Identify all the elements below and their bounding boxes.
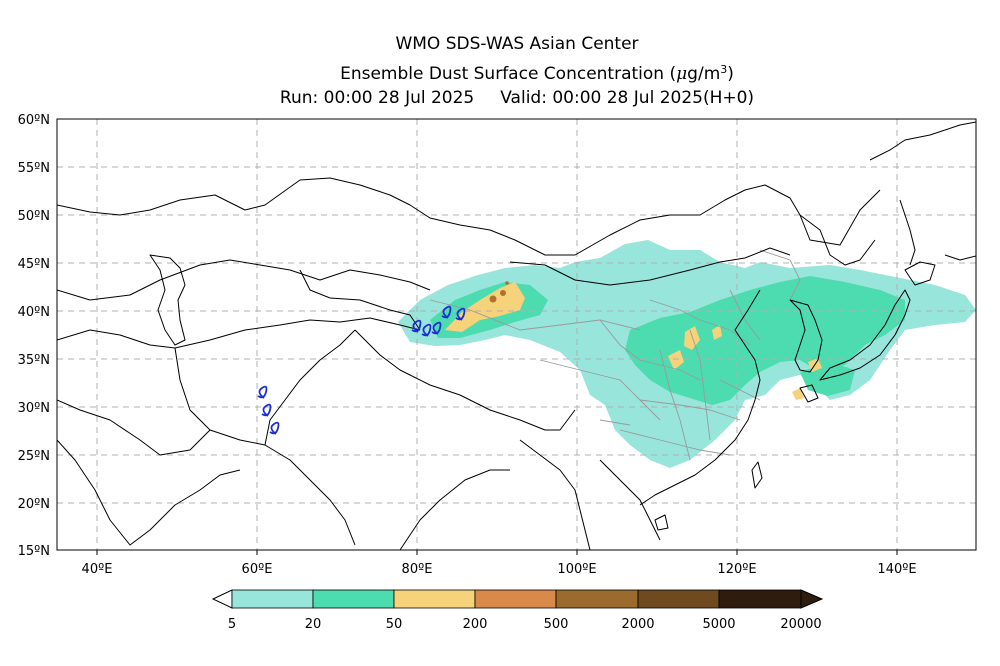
- lat-axis-labels: 60ºN 55ºN 50ºN 45ºN 40ºN 35ºN 30ºN 25ºN …: [18, 113, 50, 559]
- color-legend: 5 20 50 200 500 2000 5000 20000: [211, 589, 824, 632]
- legend-label: 5000: [702, 617, 735, 632]
- subtitle-suffix: ): [727, 64, 734, 84]
- chart-title: WMO SDS-WAS Asian Center: [17, 34, 1000, 54]
- legend-label: 20: [305, 617, 322, 632]
- legend-bin-500-2000: [555, 589, 639, 609]
- legend-bin-200-500: [474, 589, 557, 609]
- legend-bin-2000-5000: [637, 589, 720, 609]
- legend-bin-5000-20000: [718, 589, 802, 609]
- japan-hokkaido: [904, 261, 936, 286]
- legend-bin-20-50: [312, 589, 395, 609]
- sandstorm-icon: [411, 319, 422, 333]
- unit-exponent: 3: [720, 63, 728, 76]
- lon-label: 80ºE: [402, 562, 433, 577]
- legend-label: 20000: [780, 617, 821, 632]
- dust-band-200-500: [489, 281, 509, 303]
- lon-label: 60ºE: [242, 562, 273, 577]
- lat-label: 50ºN: [18, 209, 50, 224]
- chart-subtitle: Ensemble Dust Surface Concentration (μg/…: [37, 60, 1000, 84]
- run-time: Run: 00:00 28 Jul 2025: [279, 88, 475, 108]
- lat-label: 20ºN: [18, 497, 50, 512]
- sandstorm-icon: [269, 421, 280, 435]
- sandstorm-icon: [431, 321, 442, 335]
- caspian-sea-shore: [149, 254, 186, 346]
- sandstorm-icon: [257, 385, 268, 399]
- lat-label: 55ºN: [18, 161, 50, 176]
- lon-axis-labels: 40ºE 60ºE 80ºE 100ºE 120ºE 140ºE: [82, 562, 917, 577]
- legend-under-arrow: [211, 589, 233, 609]
- lat-label: 40ºN: [18, 305, 50, 320]
- lat-label: 25ºN: [18, 449, 50, 464]
- axis-ticks: [96, 550, 898, 555]
- legend-over-arrow: [800, 589, 824, 609]
- taiwan: [751, 461, 763, 489]
- lon-label: 140ºE: [877, 562, 916, 577]
- dust-band-20-50: [430, 276, 905, 405]
- sandstorm-icon: [455, 307, 466, 321]
- lat-label: 60ºN: [18, 113, 50, 128]
- subtitle-prefix: Ensemble Dust Surface Concentration (: [340, 64, 677, 84]
- korea-peninsula: [789, 299, 823, 373]
- legend-label: 5: [228, 617, 236, 632]
- legend-bin-5-20: [231, 589, 314, 609]
- sandstorm-icon: [441, 305, 452, 319]
- country-borders: [57, 121, 976, 550]
- sandstorm-icon: [261, 403, 272, 417]
- lat-label: 30ºN: [18, 401, 50, 416]
- title-text: WMO SDS-WAS Asian Center: [395, 34, 639, 54]
- run-valid-line: Run: 00:00 28 Jul 2025 Valid: 00:00 28 Ju…: [17, 88, 1000, 108]
- dust-concentration-fields: [398, 240, 976, 468]
- lat-label: 45ºN: [18, 257, 50, 272]
- legend-bin-50-200: [393, 589, 476, 609]
- japan-kyushu: [799, 384, 819, 403]
- lon-label: 40ºE: [82, 562, 113, 577]
- lat-label: 35ºN: [18, 353, 50, 368]
- legend-label: 2000: [621, 617, 654, 632]
- unit-g: g/m: [687, 64, 721, 84]
- lon-label: 100ºE: [557, 562, 596, 577]
- plot-frame: [56, 118, 977, 551]
- sandstorm-icon: [421, 323, 432, 337]
- valid-time: Valid: 00:00 28 Jul 2025(H+0): [500, 88, 755, 108]
- unit-mu: μ: [676, 64, 688, 84]
- map-layers: [57, 119, 976, 550]
- graticule: [57, 119, 976, 550]
- legend-label: 50: [386, 617, 403, 632]
- sandstorm-symbols: [257, 305, 466, 435]
- lon-label: 120ºE: [717, 562, 756, 577]
- legend-label: 200: [463, 617, 488, 632]
- lat-label: 15ºN: [18, 544, 50, 559]
- legend-label: 500: [544, 617, 569, 632]
- japan-honshu: [819, 289, 911, 381]
